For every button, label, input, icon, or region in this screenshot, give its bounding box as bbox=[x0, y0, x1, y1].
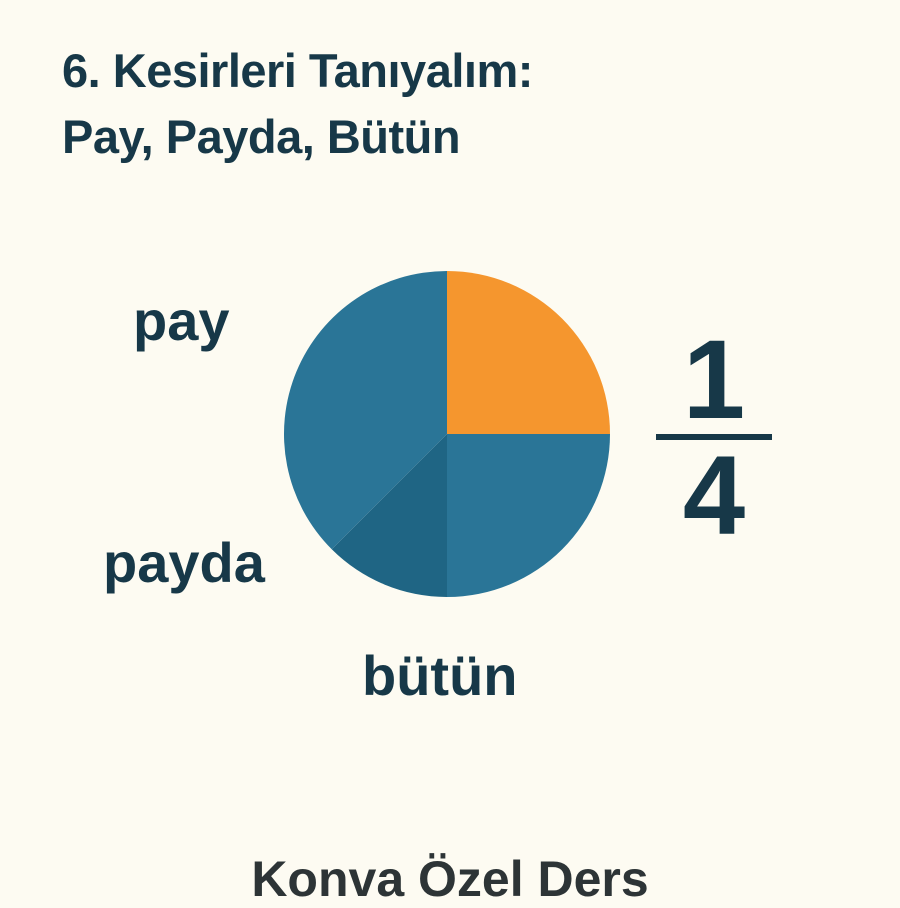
denominator: 4 bbox=[682, 433, 746, 558]
pie-slice bbox=[331, 434, 447, 597]
fraction-bar bbox=[656, 434, 772, 440]
page-title: 6. Kesirleri Tanıyalım: Pay, Payda, Bütü… bbox=[62, 38, 533, 170]
footer-brand: Konva Özel Ders bbox=[251, 851, 649, 907]
numerator: 1 bbox=[682, 317, 746, 442]
title-line-1: 6. Kesirleri Tanıyalım: bbox=[62, 44, 533, 97]
pie-diagram bbox=[284, 271, 610, 597]
pie-slice bbox=[284, 271, 447, 550]
title-line-2: Pay, Payda, Bütün bbox=[62, 110, 461, 163]
label-pay: pay bbox=[133, 289, 230, 352]
pie-slice bbox=[447, 434, 610, 597]
label-butun: bütün bbox=[362, 644, 518, 707]
label-payda: payda bbox=[103, 531, 265, 594]
pie-slice-shaded bbox=[447, 271, 610, 434]
fraction: 1 4 bbox=[656, 317, 772, 558]
